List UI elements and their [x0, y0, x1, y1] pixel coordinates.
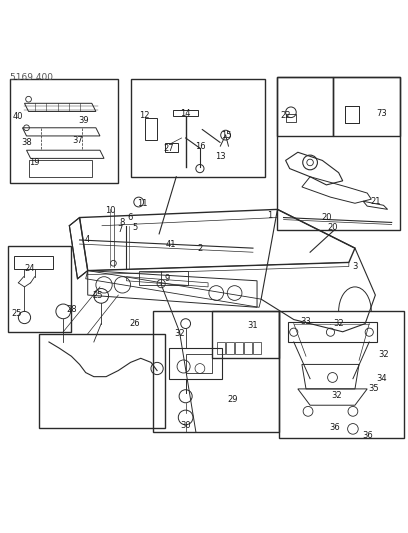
Text: 4: 4 — [85, 236, 90, 245]
Bar — [277, 77, 400, 230]
Bar — [217, 342, 225, 354]
Text: 20: 20 — [327, 223, 338, 232]
Bar — [173, 110, 198, 116]
Text: 5169 400: 5169 400 — [10, 72, 53, 82]
Text: 28: 28 — [66, 305, 77, 314]
Text: 32: 32 — [333, 319, 344, 328]
Text: 25: 25 — [11, 309, 22, 318]
Text: 19: 19 — [29, 158, 40, 167]
Bar — [169, 348, 222, 379]
Text: 5: 5 — [132, 223, 137, 232]
Text: 32: 32 — [378, 350, 389, 359]
Text: 31: 31 — [248, 321, 258, 330]
Bar — [145, 118, 157, 140]
Bar — [186, 354, 212, 373]
Text: 20: 20 — [321, 213, 332, 222]
Bar — [277, 77, 333, 136]
Bar — [286, 114, 296, 122]
Text: 22: 22 — [280, 111, 291, 120]
Text: 26: 26 — [129, 319, 140, 328]
Text: 32: 32 — [331, 391, 342, 400]
Text: 29: 29 — [227, 394, 238, 403]
Bar — [153, 311, 279, 432]
Text: 39: 39 — [78, 116, 89, 125]
Text: 36: 36 — [329, 423, 340, 432]
Text: 10: 10 — [105, 206, 115, 215]
Bar — [244, 342, 252, 354]
Bar — [212, 311, 279, 358]
Text: 16: 16 — [195, 142, 205, 151]
Text: 25: 25 — [93, 290, 103, 300]
Text: 34: 34 — [376, 374, 387, 383]
Text: 37: 37 — [72, 135, 83, 144]
Text: 21: 21 — [370, 197, 381, 206]
Bar — [333, 77, 400, 136]
Bar — [345, 106, 359, 123]
Text: 3: 3 — [352, 262, 358, 271]
Text: 30: 30 — [180, 421, 191, 430]
Bar — [288, 322, 377, 342]
Bar — [235, 342, 243, 354]
Bar — [10, 79, 118, 183]
Text: 24: 24 — [24, 264, 35, 273]
Text: 27: 27 — [163, 144, 174, 152]
Text: 11: 11 — [137, 199, 148, 208]
Text: 13: 13 — [215, 152, 226, 161]
Text: 40: 40 — [13, 112, 24, 121]
Text: 6: 6 — [128, 213, 133, 222]
Bar — [29, 159, 92, 177]
Text: 33: 33 — [301, 317, 311, 326]
Text: 8: 8 — [120, 219, 125, 228]
Bar — [226, 342, 234, 354]
Bar — [253, 342, 261, 354]
Bar — [279, 311, 404, 438]
Text: 1: 1 — [267, 211, 272, 220]
Text: 41: 41 — [166, 239, 177, 248]
Text: 9: 9 — [165, 274, 170, 283]
Bar — [8, 246, 71, 332]
Text: 7: 7 — [118, 225, 123, 235]
Bar — [14, 256, 53, 269]
Text: 73: 73 — [376, 109, 387, 118]
Text: 32: 32 — [174, 329, 185, 338]
Text: 12: 12 — [140, 111, 150, 120]
Text: 35: 35 — [368, 384, 379, 393]
Text: 36: 36 — [362, 431, 373, 440]
Bar — [39, 334, 165, 427]
Bar — [139, 271, 188, 285]
Bar — [165, 143, 178, 152]
Text: 2: 2 — [197, 244, 202, 253]
Text: 15: 15 — [221, 132, 232, 140]
Bar — [131, 79, 265, 177]
Text: 14: 14 — [180, 109, 191, 118]
Text: 38: 38 — [21, 138, 32, 147]
